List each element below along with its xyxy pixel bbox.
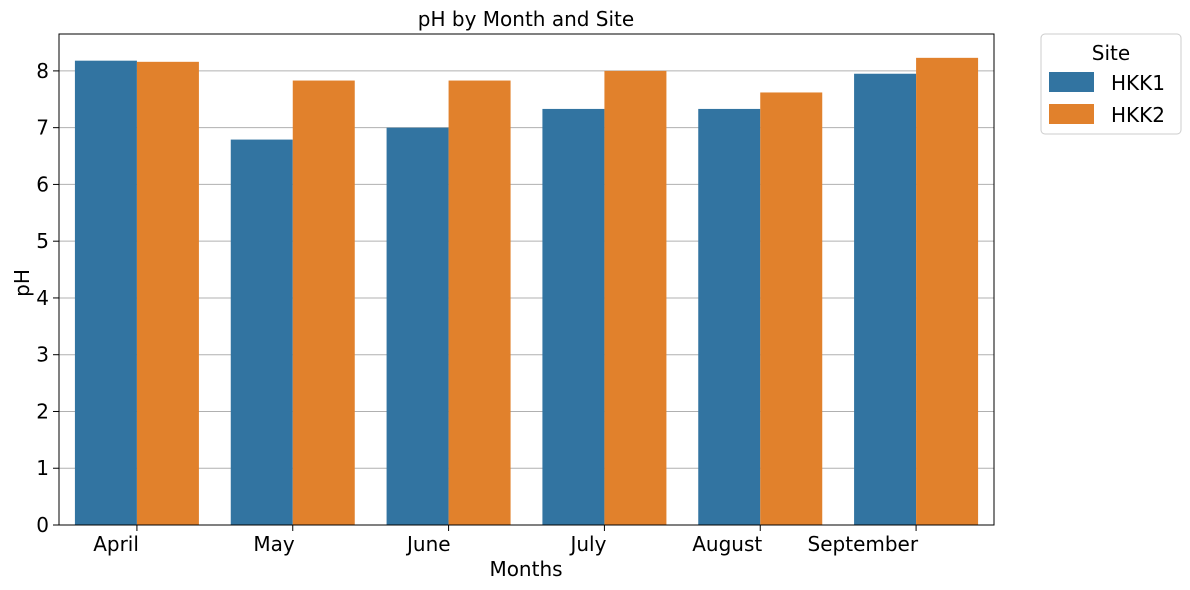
bar-hkk1-april (74, 60, 137, 525)
y-tick-label: 7 (36, 116, 49, 140)
bar-hkk1-august (698, 108, 761, 525)
legend-swatch-hkk1 (1049, 72, 1094, 92)
y-tick-label: 0 (36, 513, 49, 537)
y-tick-label: 4 (36, 286, 49, 310)
bar-hkk2-april (136, 61, 199, 525)
y-tick-label: 6 (36, 172, 49, 196)
bar-hkk2-september (916, 57, 979, 526)
legend-label-hkk1: HKK1 (1111, 71, 1165, 95)
y-tick-label: 1 (36, 456, 49, 480)
legend: Site HKK1 HKK2 (1040, 33, 1182, 135)
legend-swatch-hkk2 (1049, 104, 1094, 124)
bar-hkk2-august (760, 92, 823, 526)
y-tick-label: 3 (36, 343, 49, 367)
bar-hkk1-june (386, 127, 449, 525)
grid (59, 70, 994, 469)
bar-hkk2-may (292, 80, 355, 526)
bar-hkk1-may (230, 139, 293, 525)
x-tick-label: August (692, 532, 762, 556)
x-axis-ticks: April May June July August September (93, 525, 919, 556)
x-tick-label: September (808, 532, 919, 556)
y-tick-label: 5 (36, 229, 49, 253)
chart-title: pH by Month and Site (418, 7, 634, 31)
y-tick-label: 8 (36, 59, 49, 83)
bar-hkk2-july (604, 70, 667, 526)
plot-frame (58, 33, 995, 526)
y-axis-label: pH (10, 269, 34, 297)
legend-items: HKK1 HKK2 (1049, 71, 1165, 127)
legend-label-hkk2: HKK2 (1111, 103, 1165, 127)
x-tick-label: July (568, 532, 606, 556)
bar-hkk2-june (448, 80, 511, 526)
x-tick-label: April (93, 532, 139, 556)
x-tick-label: June (405, 532, 451, 556)
x-tick-label: May (253, 532, 295, 556)
y-axis-ticks: 0 1 2 3 4 5 6 7 8 (36, 59, 59, 537)
bar-hkk1-july (542, 108, 605, 525)
x-axis-label: Months (489, 557, 562, 581)
legend-title: Site (1092, 41, 1130, 65)
bars (74, 57, 979, 526)
bar-hkk1-september (854, 73, 917, 525)
y-tick-label: 2 (36, 399, 49, 423)
